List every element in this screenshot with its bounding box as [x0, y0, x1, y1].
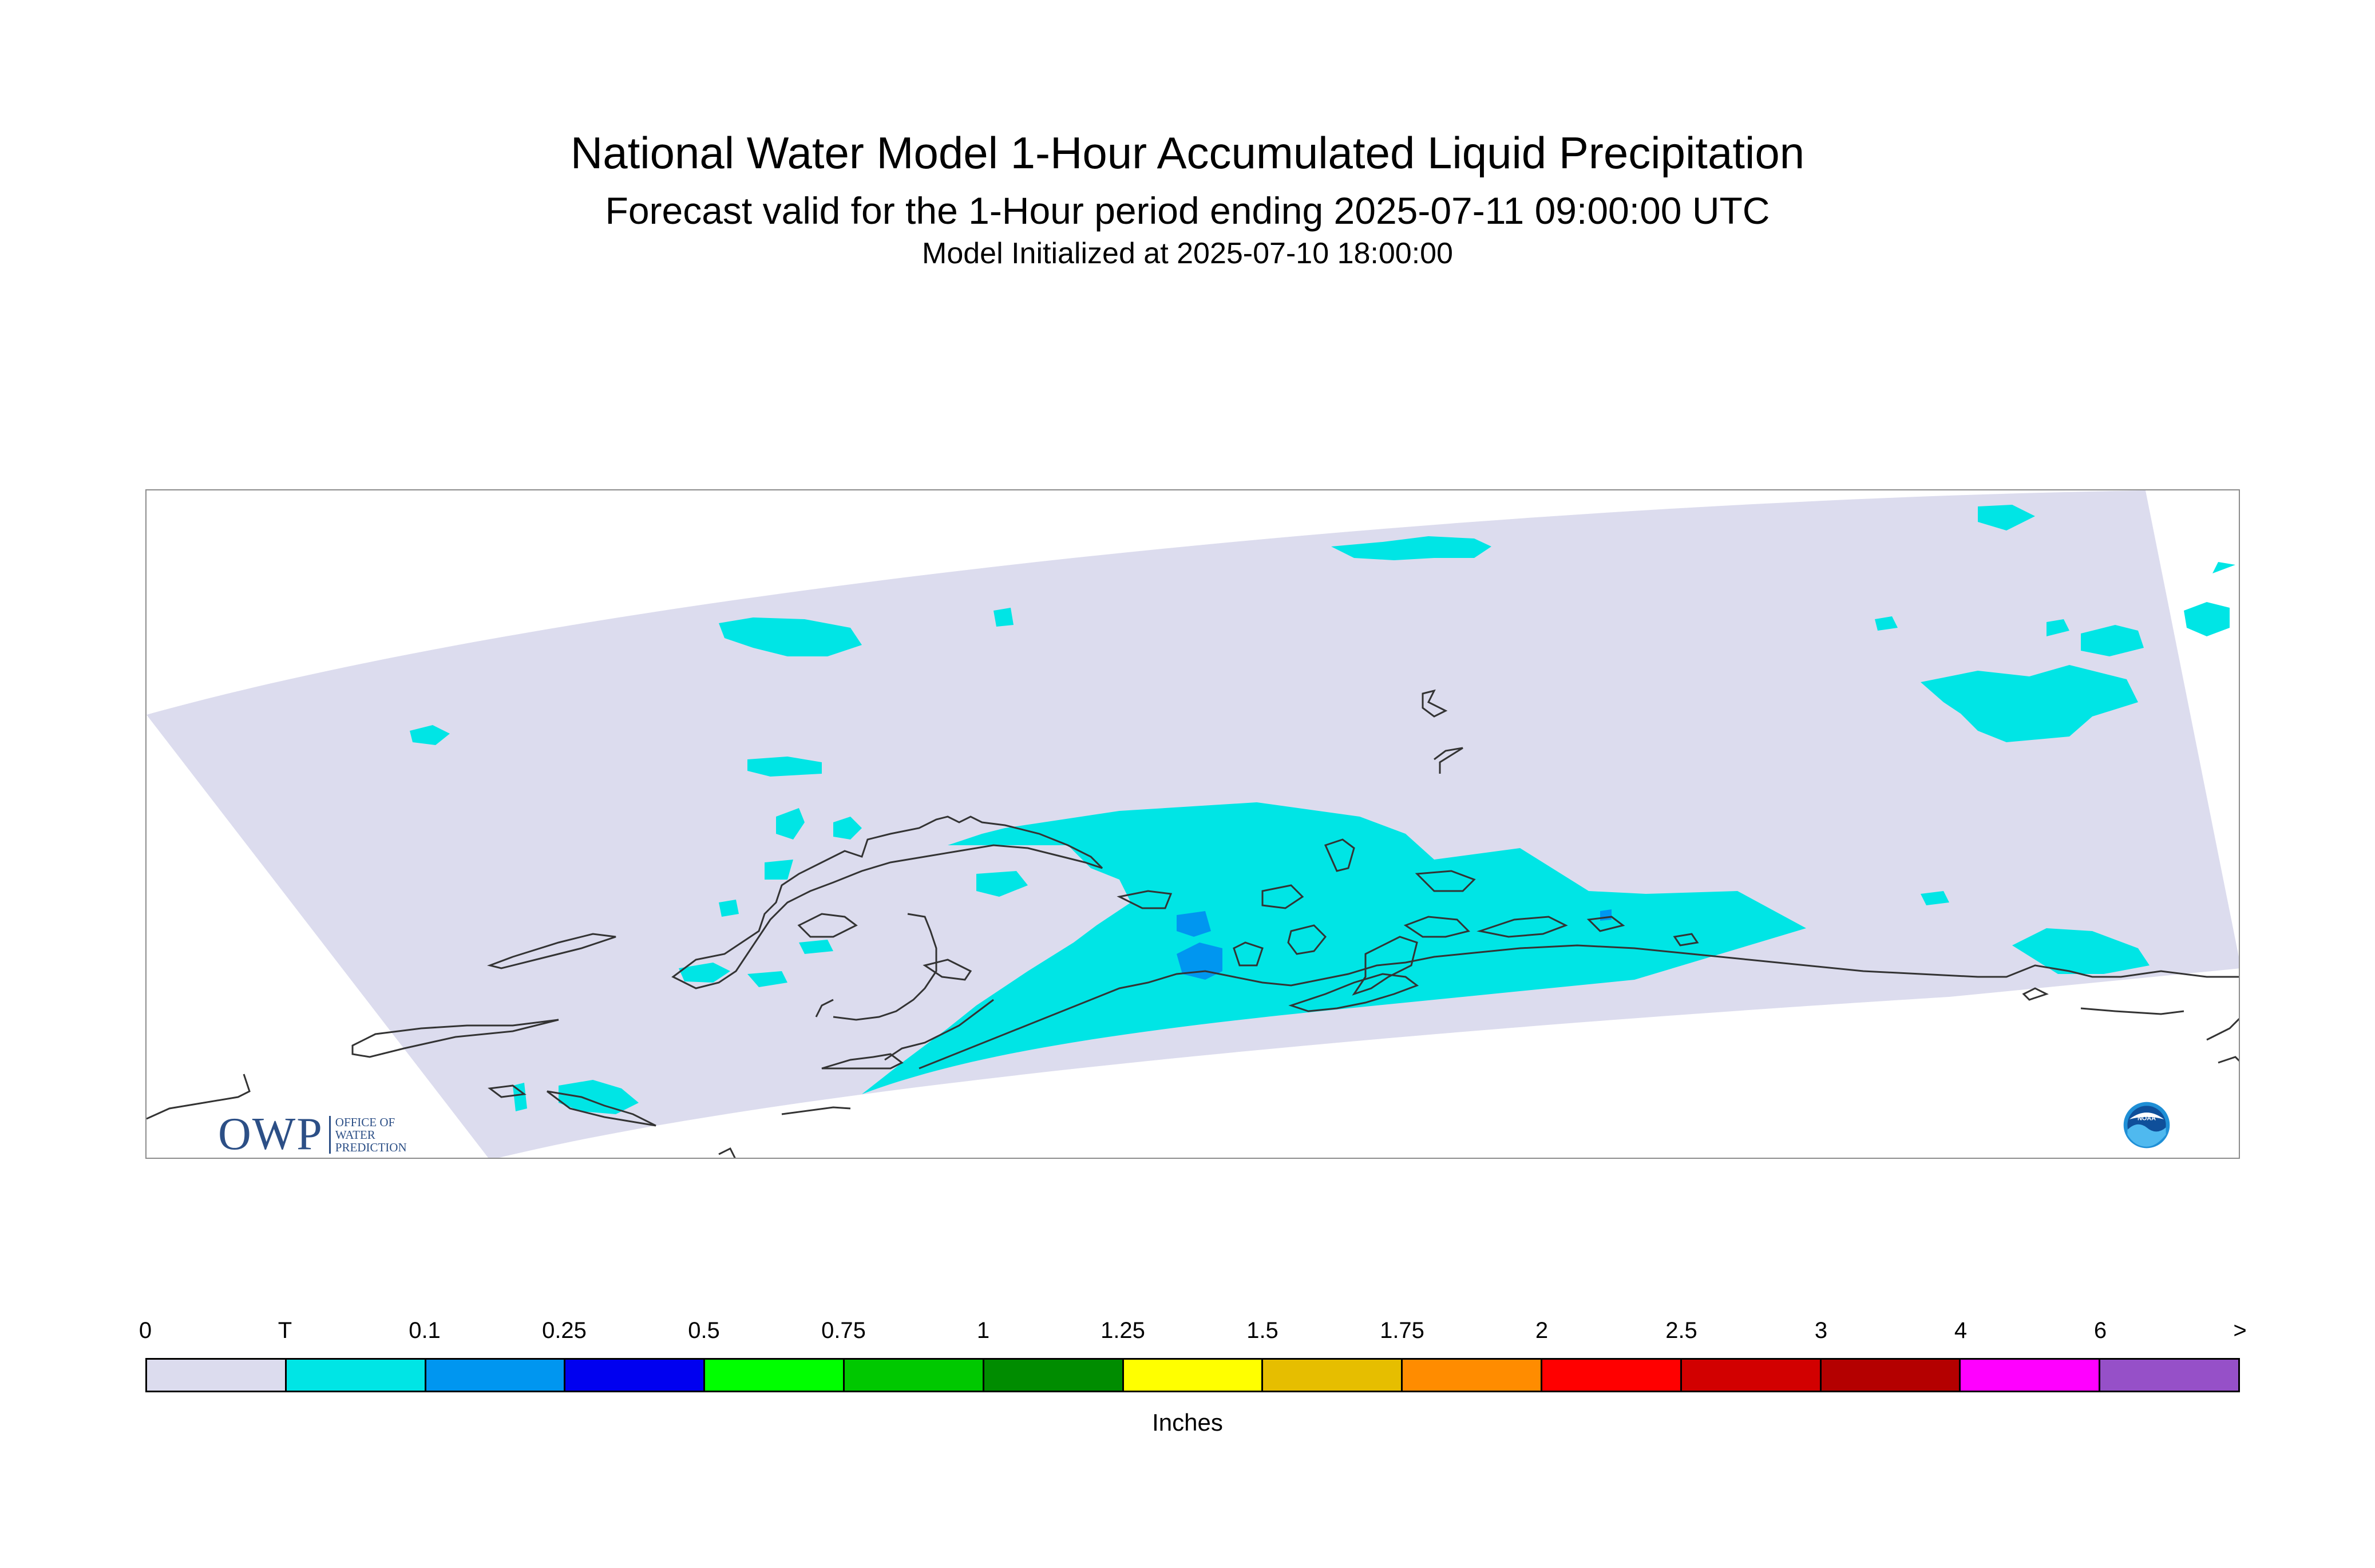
legend-swatch — [705, 1360, 845, 1391]
trace-precip-areas — [410, 505, 2235, 1114]
legend-swatch — [1542, 1360, 1682, 1391]
legend-tick-label: 4 — [1954, 1318, 1968, 1343]
legend-swatch — [844, 1360, 984, 1391]
svg-text:NOAA: NOAA — [2138, 1115, 2156, 1122]
legend-swatch — [2100, 1360, 2238, 1391]
owp-logo: OWP OFFICE OF WATER PREDICTION — [218, 1108, 407, 1159]
legend-tick-label: 0.1 — [409, 1318, 441, 1343]
owp-logo-letters: OWP — [218, 1109, 323, 1159]
legend-tick-label: T — [278, 1318, 292, 1343]
precip-legend-bar — [145, 1358, 2240, 1392]
map-subtitle: Forecast valid for the 1-Hour period end… — [605, 189, 1770, 232]
legend-tick-label: 6 — [2093, 1318, 2107, 1343]
legend-tick-label: 1 — [976, 1318, 990, 1343]
noaa-logo: NOAA — [2123, 1102, 2170, 1149]
legend-swatch — [1263, 1360, 1403, 1391]
init-time: Model Initialized at 2025-07-10 18:00:00 — [922, 237, 1453, 270]
legend-swatch — [1123, 1360, 1264, 1391]
legend-tick-label: 1.75 — [1380, 1318, 1424, 1343]
legend-tick-label: 1.25 — [1101, 1318, 1145, 1343]
legend-tick-label: 0.5 — [688, 1318, 720, 1343]
map-canvas — [147, 490, 2239, 1158]
legend-swatch — [286, 1360, 426, 1391]
legend-tick-label: 3 — [1814, 1318, 1828, 1343]
owp-logo-subtitle: OFFICE OF WATER PREDICTION — [328, 1115, 407, 1154]
legend-swatch — [1821, 1360, 1961, 1391]
precipitation-map: OWP OFFICE OF WATER PREDICTION NOAA — [145, 489, 2240, 1159]
legend-tick-label: 0.75 — [821, 1318, 866, 1343]
coastlines — [147, 689, 2239, 1158]
legend-swatch — [984, 1360, 1124, 1391]
legend-units: Inches — [1152, 1409, 1223, 1436]
legend-tick-label: 1.5 — [1246, 1318, 1278, 1343]
legend-swatch — [1961, 1360, 2101, 1391]
legend-swatch — [565, 1360, 706, 1391]
legend-tick-label: 0 — [138, 1318, 152, 1343]
legend-tick-label: 2 — [1535, 1318, 1549, 1343]
legend-tick-label: 2.5 — [1665, 1318, 1697, 1343]
legend-swatch — [147, 1360, 287, 1391]
map-title: National Water Model 1-Hour Accumulated … — [570, 128, 1805, 178]
legend-tick-label: 0.25 — [542, 1318, 587, 1343]
legend-swatch — [1403, 1360, 1542, 1391]
legend-swatch — [1681, 1360, 1822, 1391]
legend-swatch — [426, 1360, 566, 1391]
legend-tick-label: > — [2233, 1318, 2247, 1343]
